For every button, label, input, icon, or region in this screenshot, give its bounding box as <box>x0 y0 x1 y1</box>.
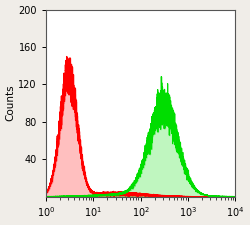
Y-axis label: Counts: Counts <box>6 85 16 122</box>
